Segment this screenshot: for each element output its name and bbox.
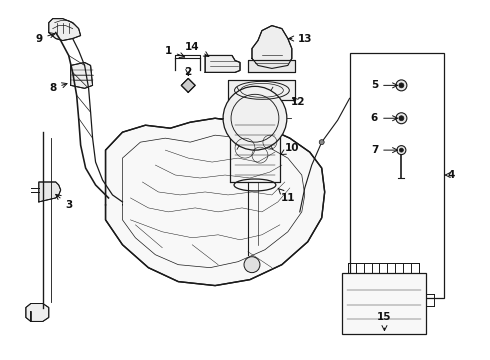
Circle shape [319, 140, 324, 145]
Text: 3: 3 [56, 194, 73, 210]
Polygon shape [181, 78, 195, 92]
Circle shape [244, 257, 260, 273]
Text: 14: 14 [185, 41, 209, 57]
Text: 7: 7 [371, 145, 397, 155]
Text: 9: 9 [35, 33, 55, 44]
Bar [342, 273, 426, 334]
Text: 10: 10 [281, 143, 299, 154]
Circle shape [399, 148, 403, 152]
Text: 11: 11 [278, 188, 295, 203]
Polygon shape [230, 118, 280, 182]
Text: 13: 13 [289, 33, 312, 44]
Text: 6: 6 [371, 113, 397, 123]
Text: 2: 2 [185, 67, 192, 77]
Polygon shape [49, 19, 81, 41]
Polygon shape [252, 26, 292, 68]
Text: 5: 5 [371, 80, 397, 90]
Polygon shape [248, 60, 295, 72]
Circle shape [396, 113, 407, 124]
Circle shape [397, 146, 406, 154]
Polygon shape [26, 303, 49, 321]
Circle shape [399, 116, 404, 121]
Text: 4: 4 [445, 170, 455, 180]
Polygon shape [105, 118, 325, 285]
Circle shape [399, 83, 404, 88]
Polygon shape [39, 182, 61, 202]
Polygon shape [228, 80, 295, 100]
Text: 12: 12 [291, 97, 305, 107]
Circle shape [396, 80, 407, 91]
Polygon shape [205, 55, 240, 72]
Text: 15: 15 [377, 312, 392, 330]
Text: 8: 8 [49, 83, 67, 93]
Polygon shape [71, 62, 93, 88]
Circle shape [223, 86, 287, 150]
Text: 1: 1 [165, 45, 185, 58]
Bar [349, 54, 444, 298]
